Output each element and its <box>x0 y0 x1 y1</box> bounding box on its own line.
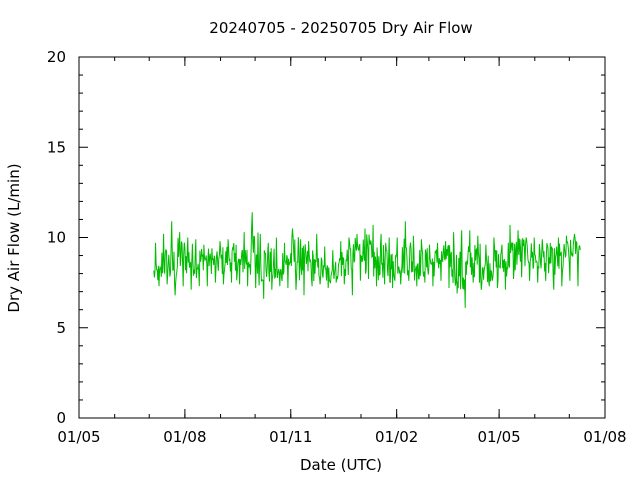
y-tick-label: 15 <box>47 138 66 156</box>
y-tick-label: 10 <box>47 229 66 247</box>
chart-title: 20240705 - 20250705 Dry Air Flow <box>209 19 472 37</box>
x-tick-label: 01/11 <box>269 428 312 446</box>
x-tick-label: 01/08 <box>583 428 626 446</box>
x-tick-label: 01/02 <box>375 428 418 446</box>
y-axis: 0 5 10 15 20 <box>47 48 605 427</box>
x-axis: 01/05 01/08 01/11 01/02 01/05 01/08 <box>57 57 627 446</box>
plot-area <box>153 212 581 308</box>
y-tick-label: 5 <box>56 319 66 337</box>
y-tick-label: 0 <box>56 409 66 427</box>
x-tick-label: 01/05 <box>57 428 100 446</box>
y-tick-label: 20 <box>47 48 66 66</box>
y-axis-label: Dry Air Flow (L/min) <box>5 163 23 312</box>
x-axis-label: Date (UTC) <box>300 456 382 474</box>
x-tick-label: 01/08 <box>163 428 206 446</box>
x-tick-label: 01/05 <box>477 428 520 446</box>
series-line-dry-air-flow <box>153 212 581 308</box>
